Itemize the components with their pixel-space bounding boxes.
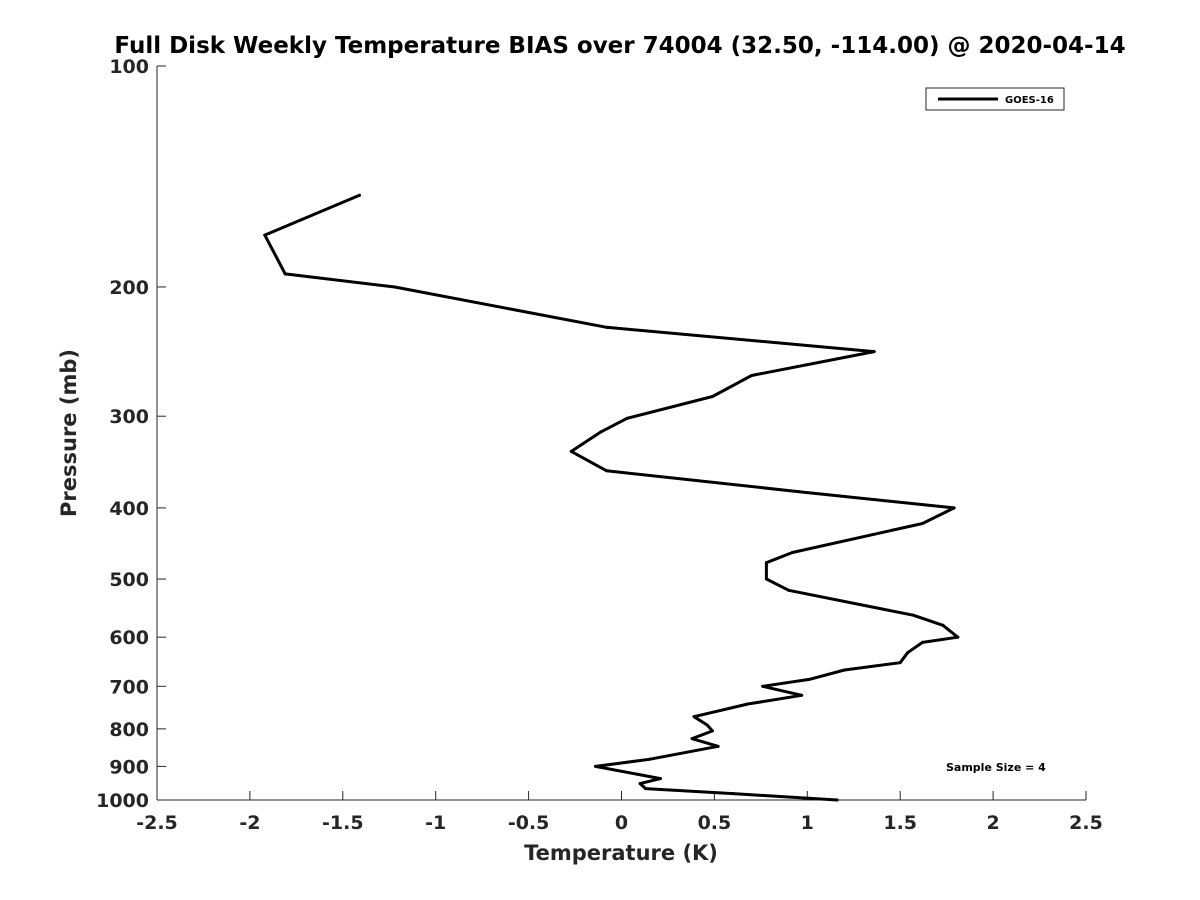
- data-point: [956, 635, 960, 639]
- chart-title: Full Disk Weekly Temperature BIAS over 7…: [114, 33, 1125, 59]
- x-tick-label: 2.5: [1069, 812, 1103, 834]
- data-point: [358, 193, 362, 197]
- data-point: [705, 723, 709, 727]
- x-axis-label: Temperature (K): [524, 841, 718, 865]
- data-point: [659, 777, 663, 781]
- y-tick-label: 200: [109, 277, 149, 299]
- data-point: [800, 693, 804, 697]
- y-ticks: 100 200 300 400 500 600 700 800 900 1000: [96, 56, 166, 812]
- data-point: [638, 782, 642, 786]
- x-tick-label: -2.5: [136, 812, 178, 834]
- x-tick-label: 0: [615, 812, 628, 834]
- data-point: [906, 651, 910, 655]
- data-point: [647, 757, 651, 761]
- x-tick-label: 2: [986, 812, 999, 834]
- data-point: [835, 798, 839, 802]
- data-point: [711, 394, 715, 398]
- y-tick-label: 500: [109, 569, 149, 591]
- data-point: [393, 285, 397, 289]
- y-tick-label: 400: [109, 498, 149, 520]
- y-tick-label: 300: [109, 406, 149, 428]
- data-point: [692, 715, 696, 719]
- data-point: [731, 792, 735, 796]
- data-point: [920, 521, 924, 525]
- data-point: [263, 233, 267, 237]
- y-tick-label: 100: [109, 56, 149, 78]
- data-point: [711, 729, 715, 733]
- data-point: [898, 661, 902, 665]
- data-point: [796, 490, 800, 494]
- data-point: [690, 737, 694, 741]
- x-tick-label: 1.5: [883, 812, 917, 834]
- data-point: [644, 787, 648, 791]
- data-point: [952, 506, 956, 510]
- y-axis-label: Pressure (mb): [57, 349, 81, 517]
- legend: GOES-16: [925, 87, 1065, 111]
- data-point: [605, 469, 609, 473]
- data-point: [842, 668, 846, 672]
- x-tick-label: 0.5: [698, 812, 732, 834]
- y-tick-label: 700: [109, 676, 149, 698]
- data-point: [593, 764, 597, 768]
- y-tick-label: 800: [109, 719, 149, 741]
- data-point: [764, 577, 768, 581]
- y-tick-label: 900: [109, 756, 149, 778]
- data-point: [872, 350, 876, 354]
- data-point: [283, 272, 287, 276]
- y-tick-label: 1000: [96, 790, 149, 812]
- data-point: [764, 561, 768, 565]
- data-point: [569, 449, 573, 453]
- x-tick-label: -1.5: [322, 812, 364, 834]
- x-ticks: -2.5 -2 -1.5 -1 -0.5 0 0.5 1 1.5 2 2.5: [136, 791, 1103, 834]
- data-point: [761, 684, 765, 688]
- data-point: [790, 550, 794, 554]
- legend-label-goes-16: GOES-16: [1005, 95, 1054, 106]
- series-line-goes-16: [263, 193, 960, 802]
- data-point: [911, 613, 915, 617]
- data-point: [716, 744, 720, 748]
- sample-size-annotation: Sample Size = 4: [946, 761, 1046, 774]
- data-point: [746, 702, 750, 706]
- data-point: [807, 677, 811, 681]
- x-tick-label: -1: [425, 812, 446, 834]
- data-point: [605, 325, 609, 329]
- x-tick-label: 1: [801, 812, 814, 834]
- data-point: [941, 623, 945, 627]
- data-point: [599, 430, 603, 434]
- x-tick-label: -2: [239, 812, 260, 834]
- data-point: [625, 416, 629, 420]
- x-tick-label: -0.5: [508, 812, 550, 834]
- data-point: [787, 588, 791, 592]
- data-point: [920, 640, 924, 644]
- plot-axes: [156, 66, 1086, 801]
- data-point: [750, 373, 754, 377]
- y-tick-label: 600: [109, 627, 149, 649]
